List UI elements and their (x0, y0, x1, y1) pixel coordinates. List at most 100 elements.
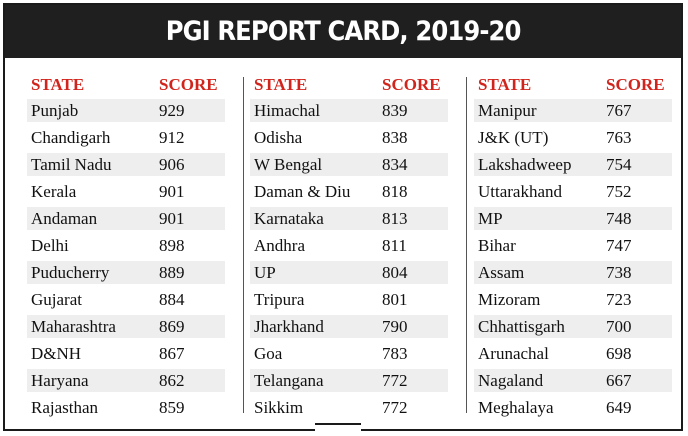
table-row: Mizoram 723 (474, 288, 672, 311)
state-header: STATE (478, 75, 532, 94)
state-name: Chhattisgarh (478, 316, 565, 336)
state-score: 752 (606, 181, 632, 201)
state-score: 811 (382, 235, 407, 255)
table-row: Tripura 801 (250, 288, 448, 311)
state-score: 772 (382, 370, 408, 390)
state-name: Telangana (254, 370, 324, 390)
table-row: Goa 783 (250, 342, 448, 365)
state-name: Andaman (31, 208, 98, 228)
table-row: Telangana 772 (250, 369, 448, 392)
state-name: Assam (478, 262, 525, 282)
state-score: 748 (606, 208, 632, 228)
state-name: Bihar (478, 235, 516, 255)
score-header: SCORE (606, 75, 665, 94)
state-name: Meghalaya (478, 397, 554, 417)
table-row: Karnataka 813 (250, 207, 448, 230)
state-name: Goa (254, 343, 283, 363)
table-row: Rajasthan 859 (27, 396, 225, 419)
table-row: Chhattisgarh 700 (474, 315, 672, 338)
state-name: Arunachal (478, 343, 549, 363)
state-name: Chandigarh (31, 127, 111, 147)
state-name: D&NH (31, 343, 82, 363)
table-row: Delhi 898 (27, 234, 225, 257)
table-row: MP 748 (474, 207, 672, 230)
column-divider (466, 77, 467, 413)
state-score: 818 (382, 181, 408, 201)
state-score: 767 (606, 100, 632, 120)
state-score: 738 (606, 262, 632, 282)
table-row: Andaman 901 (27, 207, 225, 230)
state-score: 906 (159, 154, 185, 174)
state-name: MP (478, 208, 503, 228)
state-name: Delhi (31, 235, 69, 255)
state-score: 869 (159, 316, 185, 336)
table-row: Sikkim 772 (250, 396, 448, 419)
state-score: 929 (159, 100, 185, 120)
table-row: Arunachal 698 (474, 342, 672, 365)
state-score: 867 (159, 343, 185, 363)
column-divider (243, 77, 244, 413)
state-score: 901 (159, 208, 185, 228)
state-score: 834 (382, 154, 408, 174)
state-name: Nagaland (478, 370, 544, 390)
state-name: Karnataka (254, 208, 324, 228)
report-card: PGI REPORT CARD, 2019-20 STATE SCORE Punja… (3, 3, 683, 431)
state-header: STATE (31, 75, 85, 94)
state-score: 898 (159, 235, 185, 255)
state-score: 901 (159, 181, 185, 201)
state-name: J&K (UT) (478, 127, 549, 147)
state-score: 698 (606, 343, 632, 363)
state-name: Mizoram (478, 289, 541, 309)
state-name: Kerala (31, 181, 77, 201)
state-header: STATE (254, 75, 308, 94)
state-score: 667 (606, 370, 632, 390)
table-row: Daman & Diu 818 (250, 180, 448, 203)
state-name: Tripura (254, 289, 305, 309)
table-row: J&K (UT) 763 (474, 126, 672, 149)
table-row: Manipur 767 (474, 99, 672, 122)
table-column-3: STATE SCORE Manipur 767 J&K (UT) 763 Lakshadwe… (474, 71, 672, 423)
column-header: STATE SCORE (27, 71, 225, 99)
table-row: UP 804 (250, 261, 448, 284)
state-name: Odisha (254, 127, 303, 147)
state-score: 723 (606, 289, 632, 309)
state-name: Rajasthan (31, 397, 99, 417)
state-score: 838 (382, 127, 408, 147)
state-name: Gujarat (31, 289, 82, 309)
table-row: Assam 738 (474, 261, 672, 284)
state-score: 790 (382, 316, 408, 336)
title-banner: PGI REPORT CARD, 2019-20 (5, 5, 681, 58)
state-name: Himachal (254, 100, 321, 120)
page-title: PGI REPORT CARD, 2019-20 (165, 16, 522, 47)
state-name: Uttarakhand (478, 181, 563, 201)
table-row: Himachal 839 (250, 99, 448, 122)
state-name: W Bengal (254, 154, 323, 174)
table-row: Tamil Nadu 906 (27, 153, 225, 176)
state-name: Maharashtra (31, 316, 116, 336)
table-row: Lakshadweep 754 (474, 153, 672, 176)
column-header: STATE SCORE (250, 71, 448, 99)
table-row: Meghalaya 649 (474, 396, 672, 419)
state-score: 859 (159, 397, 185, 417)
state-score: 700 (606, 316, 632, 336)
table-row: Maharashtra 869 (27, 315, 225, 338)
state-name: Punjab (31, 100, 79, 120)
state-score: 754 (606, 154, 632, 174)
state-score: 912 (159, 127, 185, 147)
table-row: Punjab 929 (27, 99, 225, 122)
state-name: UP (254, 262, 276, 282)
table-row: Bihar 747 (474, 234, 672, 257)
table-row: Puducherry 889 (27, 261, 225, 284)
state-score: 801 (382, 289, 408, 309)
state-score: 649 (606, 397, 632, 417)
table-row: Odisha 838 (250, 126, 448, 149)
table-row: Uttarakhand 752 (474, 180, 672, 203)
state-name: Tamil Nadu (31, 154, 112, 174)
state-name: Daman & Diu (254, 181, 351, 201)
column-header: STATE SCORE (474, 71, 672, 99)
bottom-notch (315, 423, 361, 431)
state-name: Puducherry (31, 262, 110, 282)
table-row: W Bengal 834 (250, 153, 448, 176)
table-row: D&NH 867 (27, 342, 225, 365)
state-score: 772 (382, 397, 408, 417)
